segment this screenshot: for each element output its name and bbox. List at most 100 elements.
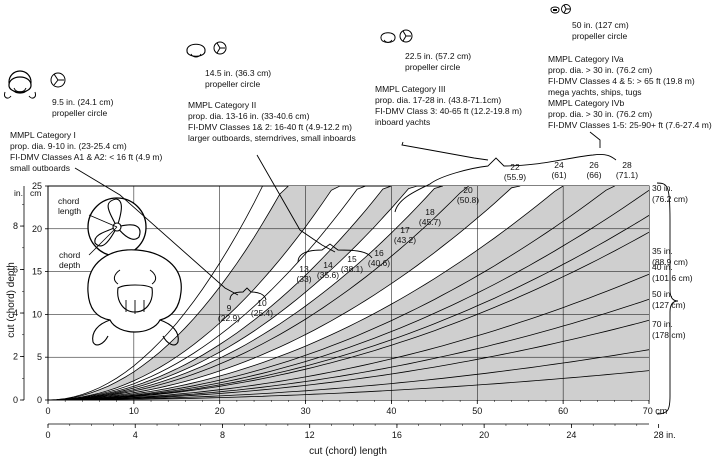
cm-x-tick-label: 10 (129, 406, 139, 416)
curve-line (47, 185, 272, 401)
curve-label-cm: (38.1) (341, 264, 363, 274)
right-label-cm: (178 cm) (652, 330, 686, 340)
cm-y-tick-label: 25 (32, 181, 42, 191)
category-annotations (4, 4, 679, 415)
right-label-cm: (101.6 cm) (652, 273, 693, 283)
cat1-line1: MMPL Category I (10, 130, 76, 140)
curve-line (47, 185, 444, 401)
right-label-cm: (88.9 cm) (652, 257, 688, 267)
inch-x-tick-label: 16 (392, 430, 402, 440)
cat2-size: 14.5 in. (36.3 cm) (205, 68, 271, 78)
cat3-line2: prop. dia. 17-28 in. (43.8-71.1cm) (375, 95, 501, 105)
cat2-circle: propeller circle (205, 79, 261, 89)
axes: 0 10 20 30 40 50 60 70 cm0 4 8 12 16 20 24 28 in.05101… (13, 181, 676, 440)
plot-area (47, 185, 650, 401)
curve-line (48, 189, 650, 401)
curve-label-cm: (25.4) (251, 308, 273, 318)
shaded-regions (48, 186, 649, 400)
cat4-line3: FI-DMV Classes 4 & 5: > 65 ft (19.8 m) (548, 76, 695, 86)
right-label-cm: (76.2 cm) (652, 194, 688, 204)
inch-x-tick-label: 28 in. (654, 430, 676, 440)
curve-label-cm: (45.7) (419, 217, 441, 227)
inch-x-tick-label: 0 (45, 430, 50, 440)
curve-line (48, 185, 615, 401)
curve-line (48, 273, 650, 401)
curve-line (47, 185, 366, 401)
leader-lines (74, 131, 679, 415)
cat1-line4: small outboards (10, 163, 70, 173)
cat4-circle: propeller circle (572, 31, 628, 41)
cat2-line3: FI-DMV Classes 1& 2: 16-40 ft (4.9-12.2 … (188, 122, 352, 132)
inch-y-tick-label: 6 (13, 265, 18, 275)
curve-label-inches: 15 (347, 254, 357, 264)
cat3-line1: MMPL Category III (375, 84, 446, 94)
cat1-propeller-icon (50, 72, 66, 88)
chord-depth-label-1: chord (59, 250, 81, 260)
y-axis-title: cut (chord) depth (6, 262, 17, 338)
chord-depth-label-2: depth (59, 260, 81, 270)
cat4-line4: mega yachts, ships, tugs (548, 87, 642, 97)
curve-label-inches: 26 (589, 160, 599, 170)
curve-label-cm: (33) (296, 274, 311, 284)
curve-line (47, 185, 521, 401)
curve-label-inches: 20 (463, 185, 473, 195)
cat3-line3: FI-DMV Class 3: 40-65 ft (12.2-19.8 m) (375, 106, 522, 116)
cat3-circle: propeller circle (405, 62, 461, 72)
inch-x-tick-label: 24 (566, 430, 576, 440)
curve-label-cm: (35.6) (317, 270, 339, 280)
cat4-line6: prop. dia. > 30 in. (76.2 cm) (548, 109, 652, 119)
curve-label-inches: 17 (400, 225, 410, 235)
cm-x-tick-label: 70 cm (643, 406, 668, 416)
inch-x-tick-label: 20 (479, 430, 489, 440)
cat3-size: 22.5 in. (57.2 cm) (405, 51, 471, 61)
curve-label-inches: 22 (510, 162, 520, 172)
curve-label-cm: (40.6) (368, 258, 390, 268)
curve-label-inches: 14 (323, 260, 333, 270)
curve-label-cm: (50.8) (457, 195, 479, 205)
cat4-line2: prop. dia. > 30 in. (76.2 cm) (548, 65, 652, 75)
cat3-manatee-icon (380, 32, 396, 43)
cat2-line1: MMPL Category II (188, 100, 256, 110)
curve-line (47, 185, 289, 401)
cm-y-tick-label: 10 (32, 309, 42, 319)
right-label-inches: 30 in. (652, 183, 673, 193)
shade-category-2 (48, 186, 418, 400)
cat1-line3: FI-DMV Classes A1 & A2: < 16 ft (4.9 m) (10, 152, 163, 162)
curve-line (48, 231, 650, 401)
cm-y-tick-label: 15 (32, 267, 42, 277)
cm-y-tick-label: 20 (32, 224, 42, 234)
inch-x-tick-label: 4 (133, 430, 138, 440)
curve-label-inches: 10 (257, 298, 267, 308)
x-axis-title: cut (chord) length (309, 446, 387, 457)
curve-label-cm: (43.2) (394, 235, 416, 245)
cat2-line4: larger outboards, sterndrives, small inb… (188, 133, 356, 143)
cat3-propeller-icon (399, 29, 413, 43)
curve-line (47, 185, 564, 401)
shade-category-1 (48, 186, 340, 400)
manatee-propeller-illustration (87, 197, 182, 346)
cat1-line2: prop. dia. 9-10 in. (23-25.4 cm) (10, 141, 127, 151)
cat4-propeller-icon (561, 4, 571, 14)
cat2-line2: prop. dia. 13-16 in. (33-40.6 cm) (188, 111, 310, 121)
cat4-size: 50 in. (127 cm) (572, 20, 629, 30)
right-label-inches: 50 in. (652, 289, 673, 299)
curve-label-inches: 16 (374, 248, 384, 258)
cat2-manatee-icon (186, 43, 206, 58)
cm-x-tick-label: 30 (301, 406, 311, 416)
cm-y-tick-label: 0 (37, 395, 42, 405)
curve-label-inches: 24 (554, 160, 564, 170)
curve-label-cm: (66) (586, 170, 601, 180)
right-label-inches: 40 in. (652, 262, 673, 272)
manatee-head-large (87, 249, 182, 346)
cat4-line7: FI-DMV Classes 1-5: 25-90+ ft (7.6-27.4 … (548, 120, 712, 130)
curve-labels: 9(22.9)10(25.4)13(33)14(35.6)15(38.1)16(… (218, 160, 638, 323)
curve-label-cm: (55.9) (504, 172, 526, 182)
curve-line (47, 185, 418, 401)
curve-label-inches: 28 (622, 160, 632, 170)
chord-length-label-1: chord (58, 196, 80, 206)
cat1-manatee-icon (4, 70, 36, 99)
curve-label-inches: 13 (299, 264, 309, 274)
cat4-manatee-icon (550, 6, 560, 14)
right-label-inches: 35 in. (652, 246, 673, 256)
